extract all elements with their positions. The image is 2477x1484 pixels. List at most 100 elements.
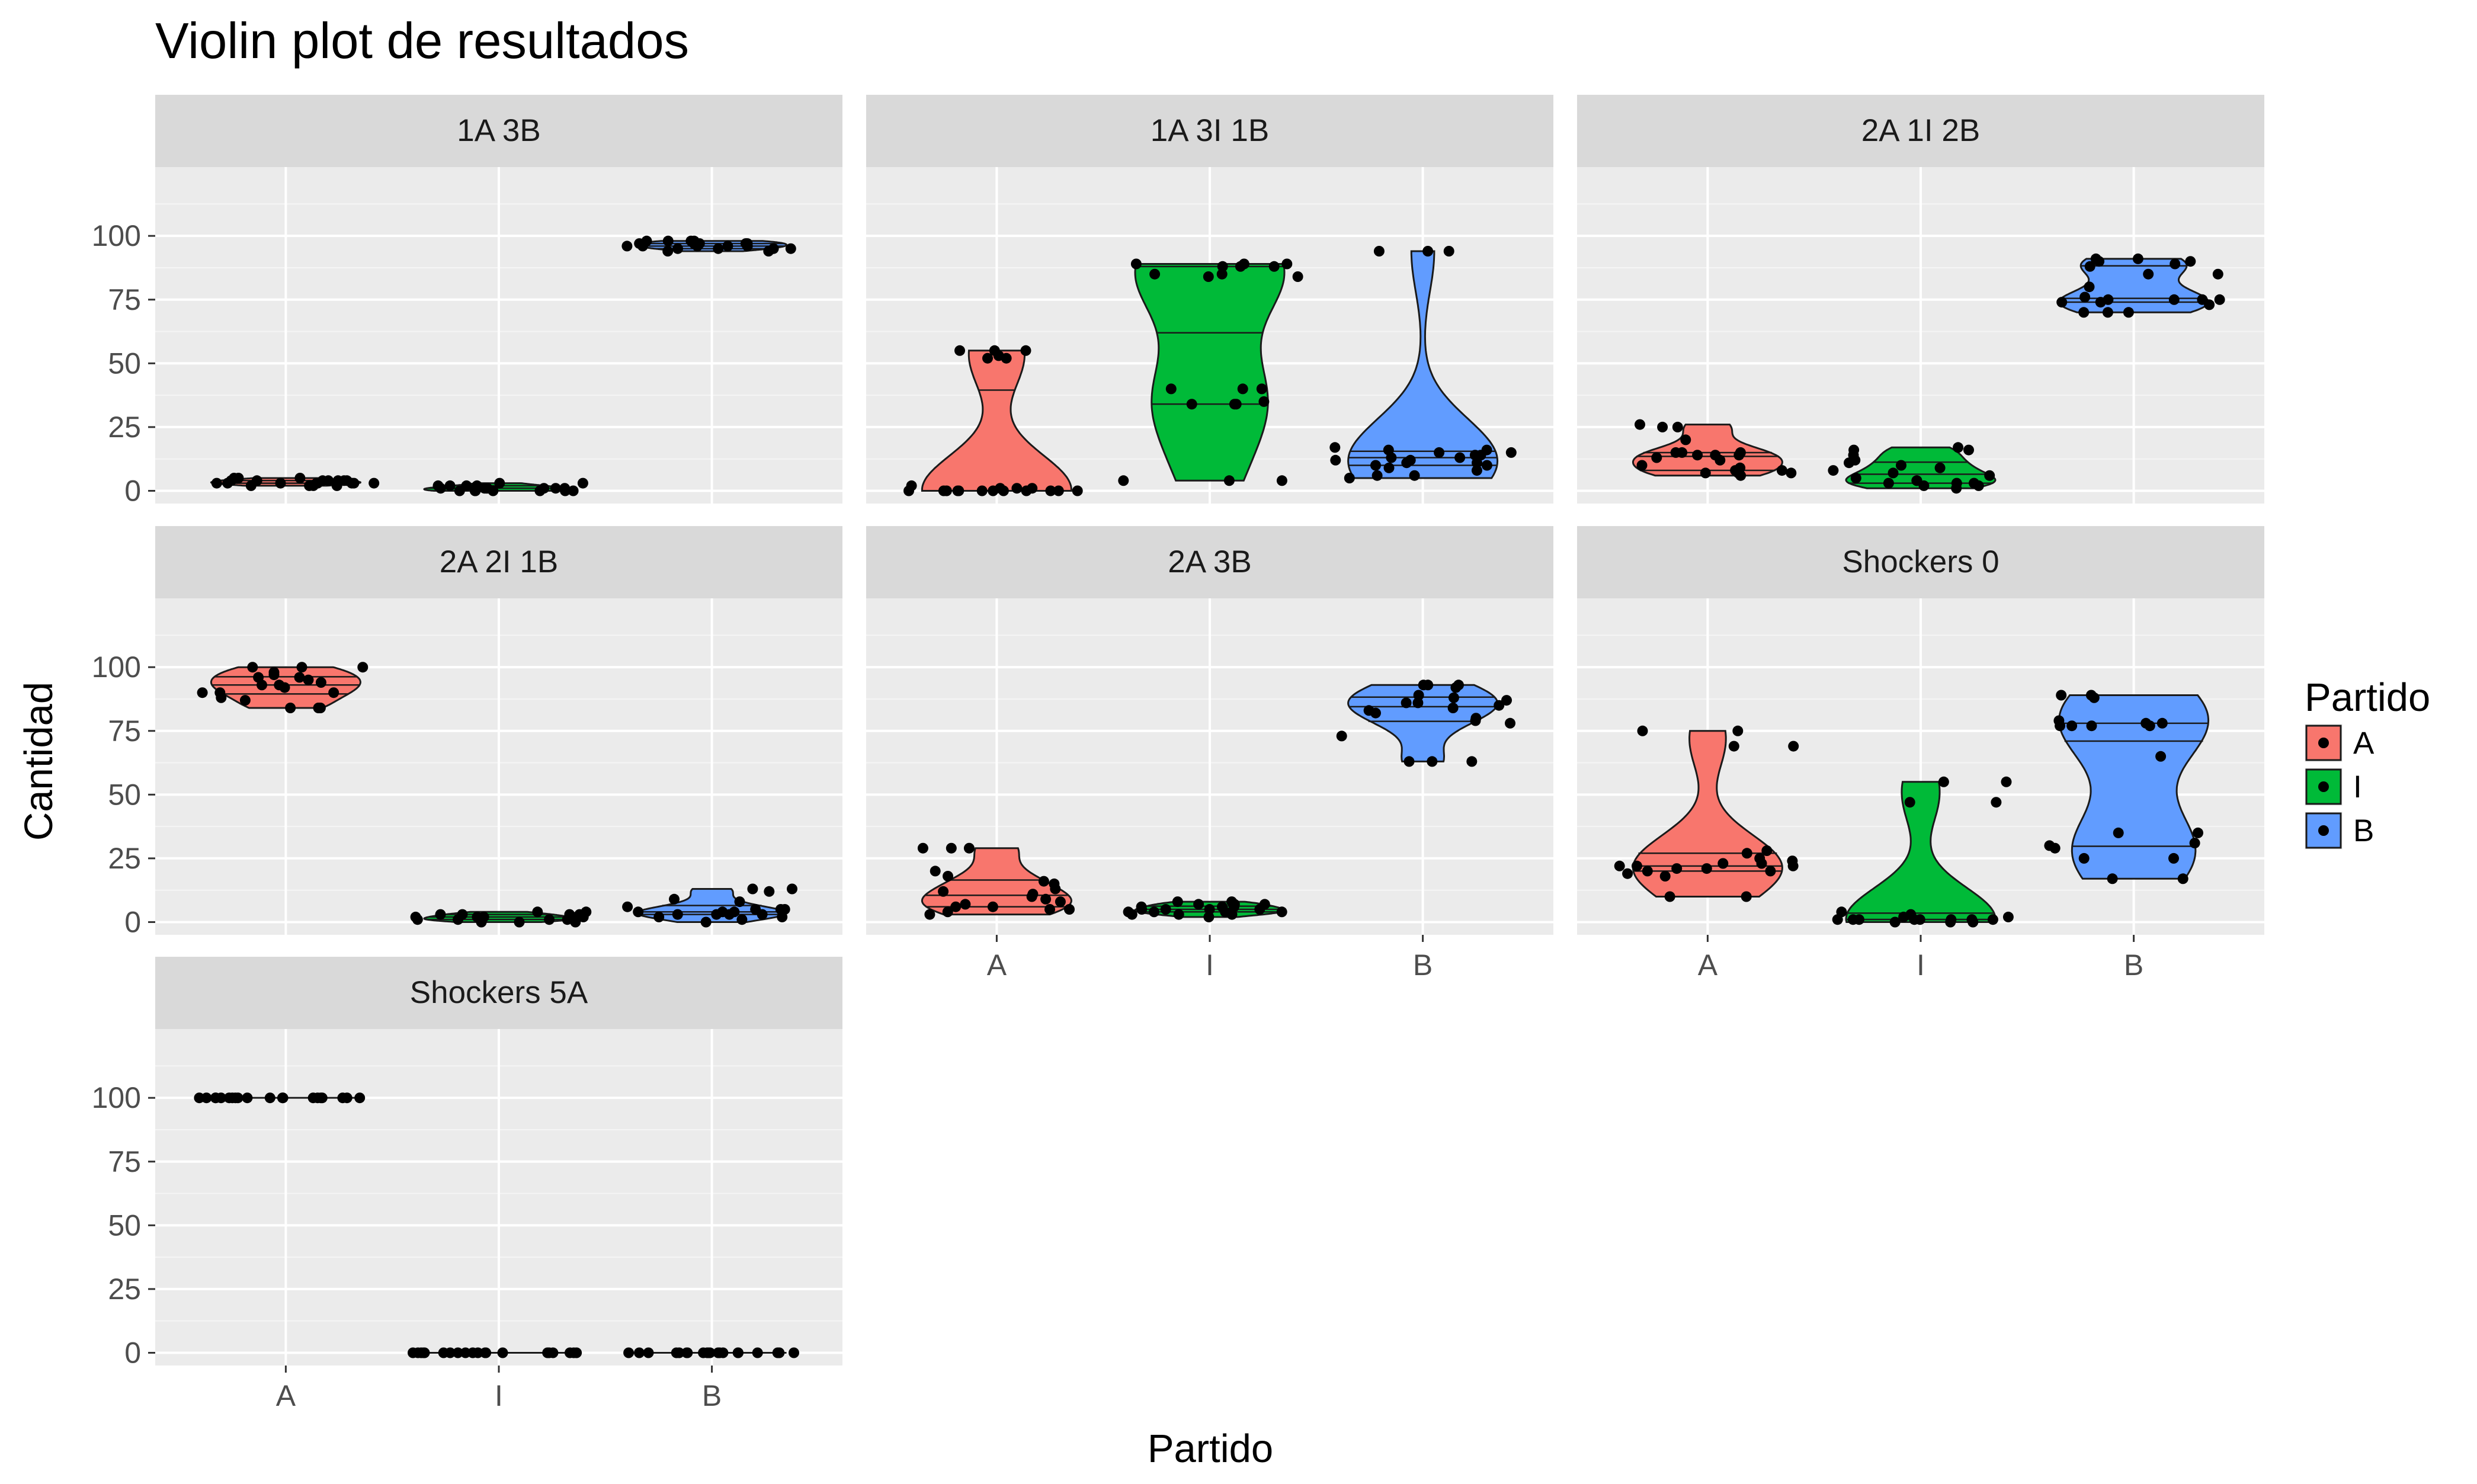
facet-panels: 1A 3B 0 25 50 75 100 1A 3I 1B 2A 1I 2B 2A 2I 1B 0… <box>92 95 2264 1412</box>
x-axis-title: Partido <box>1148 1427 1273 1471</box>
data-point <box>938 886 949 897</box>
facet-strip <box>1577 526 2264 598</box>
data-point <box>216 1092 227 1104</box>
legend-label: I <box>2353 770 2362 804</box>
data-point <box>1505 447 1517 458</box>
data-point <box>2193 827 2203 838</box>
data-point <box>1259 899 1270 910</box>
data-point <box>1370 460 1381 471</box>
data-point <box>1741 891 1752 902</box>
data-point <box>1383 462 1395 473</box>
data-point <box>294 672 305 683</box>
data-point <box>497 1347 508 1358</box>
data-point <box>662 235 674 246</box>
data-point <box>1969 477 1979 489</box>
data-point <box>1622 868 1633 879</box>
facet-strip-label: 1A 3B <box>457 113 540 148</box>
data-point <box>772 1347 783 1358</box>
data-point <box>2140 717 2152 729</box>
y-tick-label: 100 <box>92 219 141 252</box>
data-point <box>2002 911 2014 922</box>
data-point <box>1123 906 1134 918</box>
data-point <box>1203 911 1215 922</box>
data-point <box>674 1347 685 1358</box>
facet-panel: Shockers 0 A I B <box>1577 526 2264 982</box>
x-tick-label: I <box>1917 948 1925 982</box>
data-point <box>714 1347 725 1358</box>
data-point <box>2001 776 2012 787</box>
data-point <box>669 893 680 905</box>
data-point <box>1614 860 1625 871</box>
violin-a <box>921 350 1072 492</box>
data-point <box>2085 690 2097 701</box>
data-point <box>1651 452 1662 463</box>
y-tick-label: 100 <box>92 650 141 684</box>
data-point <box>1281 258 1293 270</box>
data-point <box>768 243 779 254</box>
data-point <box>1471 465 1482 476</box>
y-tick-label: 50 <box>108 1209 141 1242</box>
data-point <box>1717 858 1729 869</box>
data-point <box>1987 914 1998 925</box>
data-point <box>1636 460 1648 471</box>
data-point <box>581 906 592 918</box>
data-point <box>1231 399 1242 410</box>
data-point <box>1642 866 1653 877</box>
data-point <box>1412 697 1424 709</box>
data-point <box>1173 909 1184 920</box>
data-point <box>1850 473 1861 483</box>
data-point <box>976 485 988 496</box>
data-point <box>357 662 368 673</box>
data-point <box>480 1347 492 1358</box>
x-tick-label: B <box>1413 948 1433 982</box>
data-point <box>1401 697 1412 709</box>
data-point <box>703 1347 714 1358</box>
data-point <box>315 677 326 688</box>
data-point <box>722 241 733 252</box>
data-point <box>2123 307 2134 318</box>
facet-strip <box>1577 95 2264 167</box>
data-point <box>550 483 561 494</box>
legend-label: A <box>2353 726 2375 761</box>
data-point <box>1405 454 1416 466</box>
facet-strip-label: Shockers 0 <box>1842 544 1999 579</box>
data-point <box>1344 473 1355 483</box>
data-point <box>682 1347 693 1358</box>
data-point <box>1481 460 1492 471</box>
data-point <box>268 666 280 678</box>
data-point <box>303 674 314 685</box>
data-point <box>2056 690 2067 701</box>
data-point <box>1049 878 1060 889</box>
data-point <box>643 1347 654 1358</box>
data-point <box>736 914 748 925</box>
data-point <box>1632 860 1642 871</box>
data-point <box>1448 692 1459 703</box>
data-point <box>1664 891 1675 902</box>
data-point <box>742 238 753 249</box>
data-point <box>750 904 761 915</box>
data-point <box>1787 855 1798 867</box>
data-point <box>1149 906 1159 918</box>
data-point <box>1848 444 1860 456</box>
data-point <box>1427 756 1438 767</box>
data-point <box>1373 246 1385 257</box>
data-point <box>1193 899 1204 910</box>
data-point <box>1710 450 1721 461</box>
data-point <box>1505 717 1515 729</box>
data-point <box>785 243 796 254</box>
data-point <box>368 477 380 489</box>
data-point <box>623 1347 635 1358</box>
data-point <box>1363 705 1374 716</box>
data-point <box>1836 906 1847 918</box>
data-point <box>1469 450 1481 461</box>
data-point <box>1637 725 1648 736</box>
data-point <box>461 480 472 491</box>
data-point <box>1911 475 1922 486</box>
data-point <box>1118 475 1129 486</box>
data-point <box>1501 695 1512 706</box>
legend-key-point <box>2318 825 2329 836</box>
data-point <box>672 909 683 920</box>
facet-panel: 2A 2I 1B 0 25 50 75 100 <box>92 526 842 938</box>
data-point <box>285 703 296 713</box>
data-point <box>2079 291 2091 303</box>
